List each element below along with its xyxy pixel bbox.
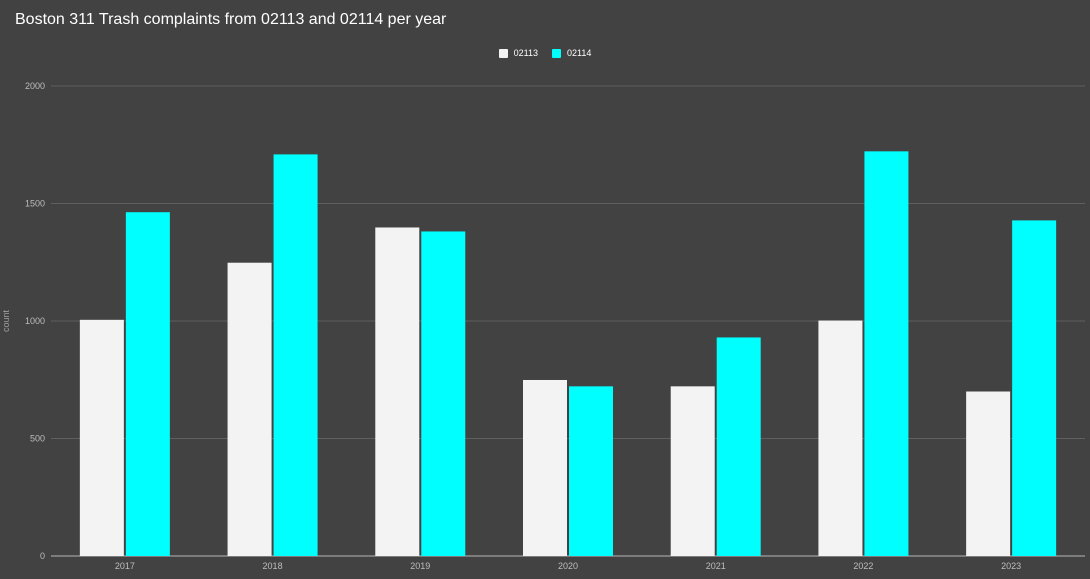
y-axis-label: count (1, 309, 11, 332)
x-tick-label: 2021 (706, 561, 726, 571)
bar-02114-2022 (864, 151, 909, 556)
bar-02114-2018 (273, 154, 318, 556)
y-tick-label: 1000 (25, 316, 45, 326)
bar-02113-2020 (523, 379, 567, 556)
bar-02114-2020 (569, 386, 613, 556)
bar-02113-2018 (227, 262, 272, 556)
bar-02114-2023 (1012, 220, 1057, 557)
y-tick-labels: 0 500 1000 1500 2000 (25, 81, 45, 561)
x-tick-label: 2023 (1001, 561, 1021, 571)
y-tick-label: 2000 (25, 81, 45, 91)
bar-02114-2017 (125, 212, 170, 556)
x-tick-label: 2017 (115, 561, 135, 571)
bar-02114-2021 (716, 337, 761, 556)
x-tick-label: 2019 (410, 561, 430, 571)
x-tick-label: 2022 (853, 561, 873, 571)
bar-02113-2021 (670, 386, 715, 556)
legend-label-02113: 02113 (513, 48, 538, 58)
legend-swatch-02113 (498, 48, 508, 58)
y-tick-label: 500 (30, 434, 45, 444)
y-tick-label: 1500 (25, 199, 45, 209)
legend-item-02114: 02114 (552, 48, 591, 58)
bar-02113-2017 (79, 319, 124, 556)
bars (79, 151, 1057, 557)
x-tick-labels: 2017 2018 2019 2020 2021 2022 2023 (115, 561, 1021, 571)
bar-02114-2019 (421, 231, 466, 556)
gridlines (51, 85, 1085, 557)
x-tick-label: 2020 (558, 561, 578, 571)
legend-item-02113: 02113 (498, 48, 538, 58)
legend: 02113 02114 (0, 48, 1090, 58)
chart-title: Boston 311 Trash complaints from 02113 a… (15, 11, 447, 28)
x-tick-label: 2018 (263, 561, 283, 571)
legend-label-02114: 02114 (567, 48, 592, 58)
bar-02113-2023 (966, 391, 1011, 556)
bar-02113-2022 (818, 320, 863, 556)
bar-02113-2019 (375, 227, 420, 556)
y-tick-label: 0 (40, 551, 45, 561)
legend-swatch-02114 (552, 48, 561, 58)
